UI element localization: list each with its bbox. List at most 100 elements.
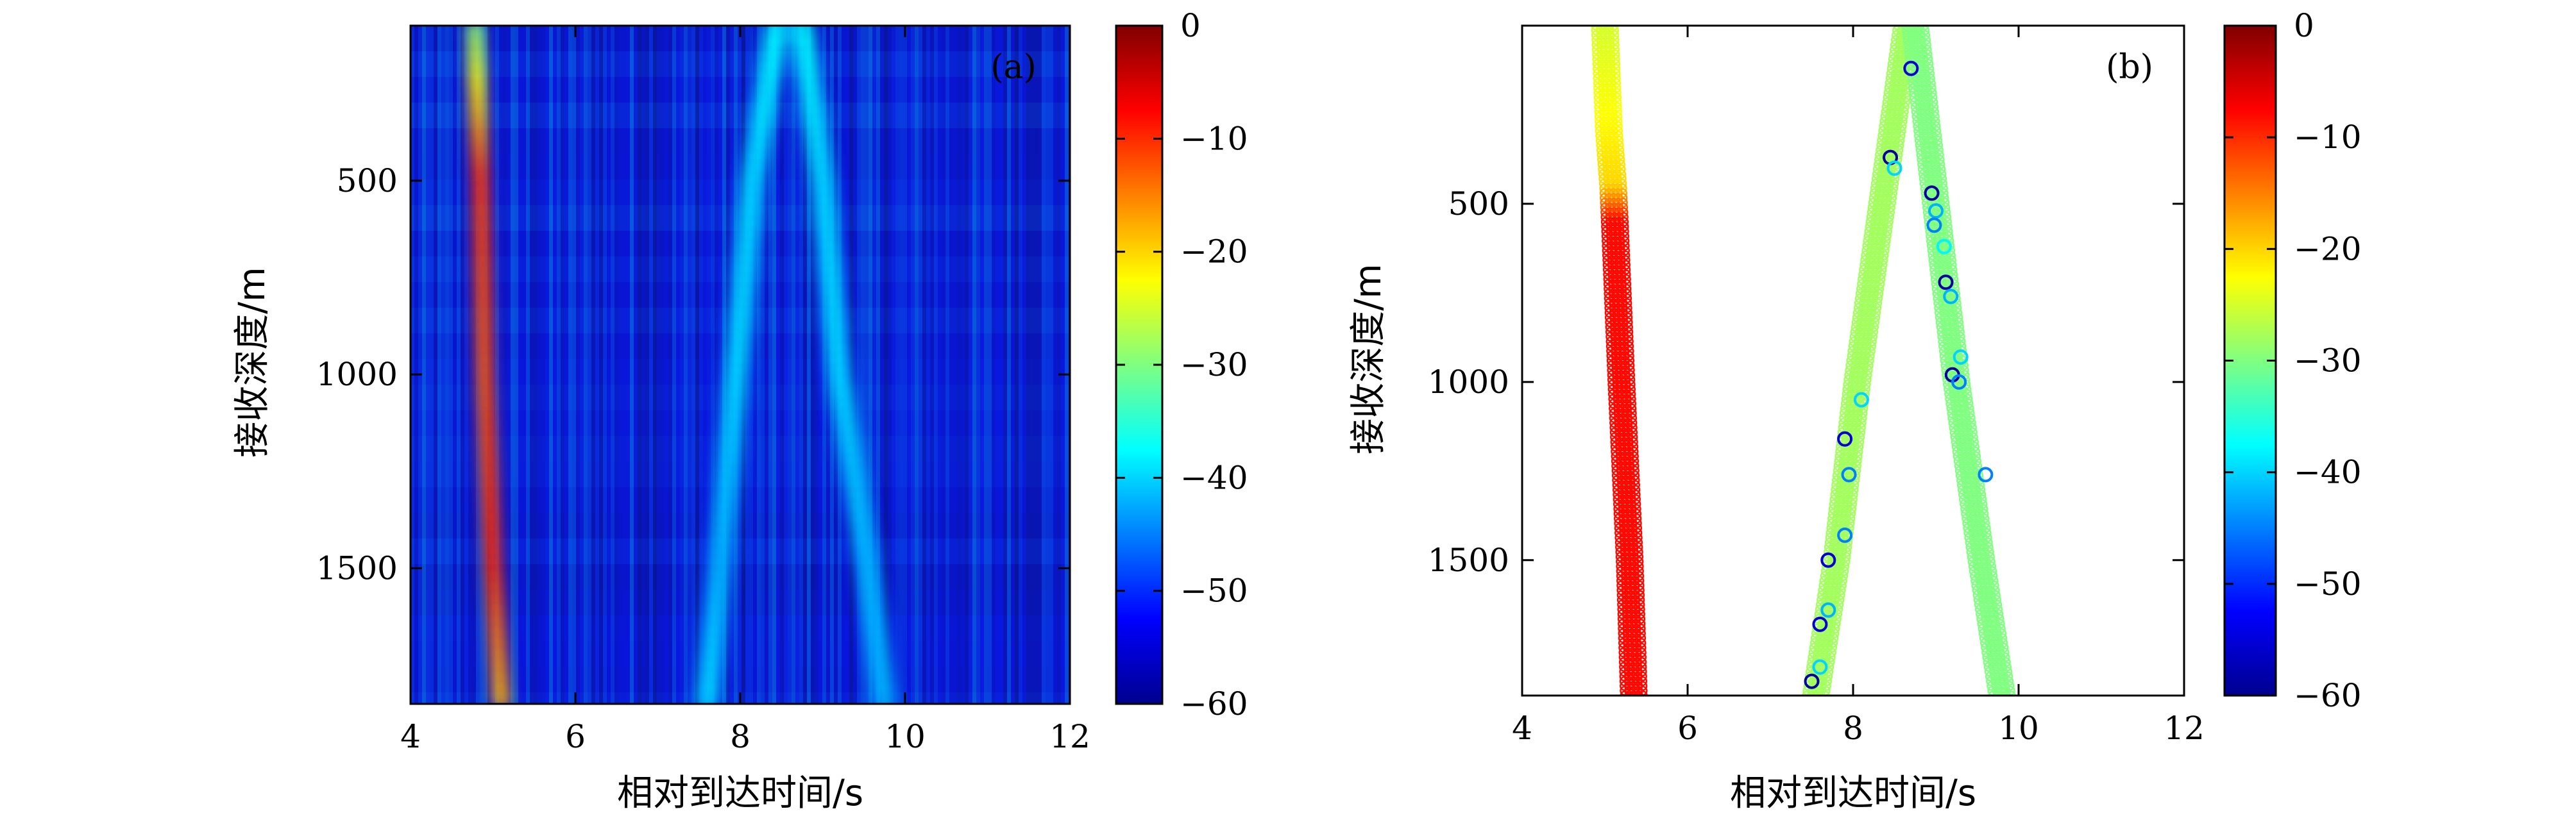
heatmap-noise-column (965, 26, 969, 704)
heatmap-noise-column (788, 26, 792, 704)
heatmap-noise-column (634, 26, 638, 704)
colorbar-ticks-a: 0 −10 −20 −30 −40 −50 −60 (1116, 7, 1248, 722)
heatmap-noise-column (538, 26, 541, 704)
colorbar-tick-label-a: −10 (1180, 120, 1248, 157)
heatmap-noise-column (549, 26, 553, 704)
heatmap-noise-column (622, 26, 626, 704)
heatmap-noise-column (803, 26, 807, 704)
heatmap-noise-column (437, 26, 441, 704)
ray-point (1629, 690, 1639, 696)
heatmap-noise-column (776, 26, 780, 704)
heatmap-noise-column (869, 26, 872, 704)
heatmap-noise-column (691, 26, 695, 704)
heatmap-noise-row (411, 51, 1070, 77)
heatmap-noise-column (945, 26, 949, 704)
ray-point (1992, 690, 2003, 696)
ray-marker (1820, 602, 1836, 618)
ray-point (1806, 690, 1817, 696)
heatmap-noise-column (630, 26, 634, 704)
heatmap-noise-column (672, 26, 676, 704)
heatmap-noise-column (430, 26, 434, 704)
heatmap-noise-column (930, 26, 934, 704)
ray-point (1802, 690, 1812, 696)
heatmap-noise-column (753, 26, 757, 704)
heatmap-noise-column (607, 26, 611, 704)
heatmap-noise-column (561, 26, 564, 704)
heatmap-noise-column (780, 26, 784, 704)
colorbar-tick-label-a: −40 (1180, 459, 1248, 496)
heatmap-noise-column (722, 26, 726, 704)
colorbar-tick-label-b: −50 (2294, 565, 2362, 603)
ray-point (1820, 690, 1830, 696)
heatmap-noise-column (591, 26, 595, 704)
heatmap-noise-column (1011, 26, 1015, 704)
heatmap-noise-column (668, 26, 672, 704)
y-tick-label-b: 500 (1448, 185, 1509, 222)
heatmap-noise-column (853, 26, 857, 704)
heatmap-noise-column (568, 26, 572, 704)
heatmap-noise-column (522, 26, 526, 704)
heatmap-noise-column (580, 26, 584, 704)
x-tick-label-a: 10 (885, 718, 926, 755)
ray-marker (1951, 374, 1967, 390)
y-tick-label-b: 1500 (1428, 542, 1509, 579)
heatmap-noise-column (507, 26, 511, 704)
heatmap-noise-column (872, 26, 876, 704)
colorbar-tick-label-a: 0 (1180, 7, 1201, 44)
heatmap-noise-column (499, 26, 503, 704)
ray-point (1620, 690, 1630, 696)
heatmap-noise-column (1046, 26, 1049, 704)
y-tick-label-b: 1000 (1428, 363, 1509, 401)
heatmap-noise-column (895, 26, 899, 704)
heatmap-noise-column (822, 26, 826, 704)
heatmap-noise-column (576, 26, 580, 704)
heatmap-noise-column (434, 26, 437, 704)
ray-marker (1938, 274, 1954, 290)
heatmap-noise-column (707, 26, 711, 704)
heatmap-noise-column (518, 26, 522, 704)
heatmap-noise-column (457, 26, 461, 704)
panel-b: 4 6 8 10 12 500 1000 1500 (b) 相对到达时间/s 接收深度/m 0… (1348, 7, 2362, 814)
ray-marker (1903, 60, 1919, 76)
heatmap-texture (411, 26, 1070, 704)
heatmap-noise-row (411, 590, 1070, 615)
colorbar-ticks-b: 0 −10 −20 −30 −40 −50 −60 (2224, 7, 2362, 714)
heatmap-noise-column (564, 26, 568, 704)
heatmap-noise-column (695, 26, 699, 704)
ray-marker (1926, 217, 1942, 233)
colorbar-tick-label-b: −40 (2294, 454, 2362, 491)
heatmap-noise-column (411, 26, 414, 704)
heatmap-noise-column (957, 26, 961, 704)
heatmap-noise-column (657, 26, 661, 704)
heatmap-noise-column (984, 26, 988, 704)
heatmap-noise-column (1019, 26, 1022, 704)
heatmap-noise-column (972, 26, 976, 704)
y-tick-label-a: 500 (337, 162, 398, 199)
colorbar-tick-label-a: −30 (1180, 346, 1248, 383)
colorbar-tick-label-b: −60 (2294, 677, 2362, 714)
heatmap-noise-column (684, 26, 688, 704)
ray-point (2001, 690, 2012, 696)
heatmap-noise-column (1038, 26, 1042, 704)
axes-ticks-a: 4 6 8 10 12 500 1000 1500 (316, 26, 1090, 755)
heatmap-noise-column (999, 26, 1003, 704)
heatmap-noise-column (915, 26, 919, 704)
heatmap-noise-column (1057, 26, 1061, 704)
heatmap-noise-column (645, 26, 649, 704)
heatmap-noise-column (426, 26, 430, 704)
x-tick-label-a: 4 (400, 718, 421, 755)
colorbar-tick-label-b: −10 (2294, 119, 2362, 156)
heatmap-noise-column (865, 26, 869, 704)
ray-marker (1936, 238, 1952, 255)
colorbar-tick-label-a: −60 (1180, 685, 1248, 722)
heatmap-noise-column (1026, 26, 1030, 704)
heatmap-noise-column (857, 26, 861, 704)
panel-label-b: (b) (2106, 48, 2153, 87)
panel-a: 4 6 8 10 12 500 1000 1500 (a) 相对到达时间/s 接收深度/m 0… (232, 7, 1248, 814)
heatmap-noise-column (1049, 26, 1053, 704)
heatmap-noise-column (888, 26, 892, 704)
heatmap-noise-column (942, 26, 945, 704)
heatmap-noise-column (907, 26, 911, 704)
heatmap-noise-column (811, 26, 815, 704)
x-tick-label-a: 8 (730, 718, 750, 755)
